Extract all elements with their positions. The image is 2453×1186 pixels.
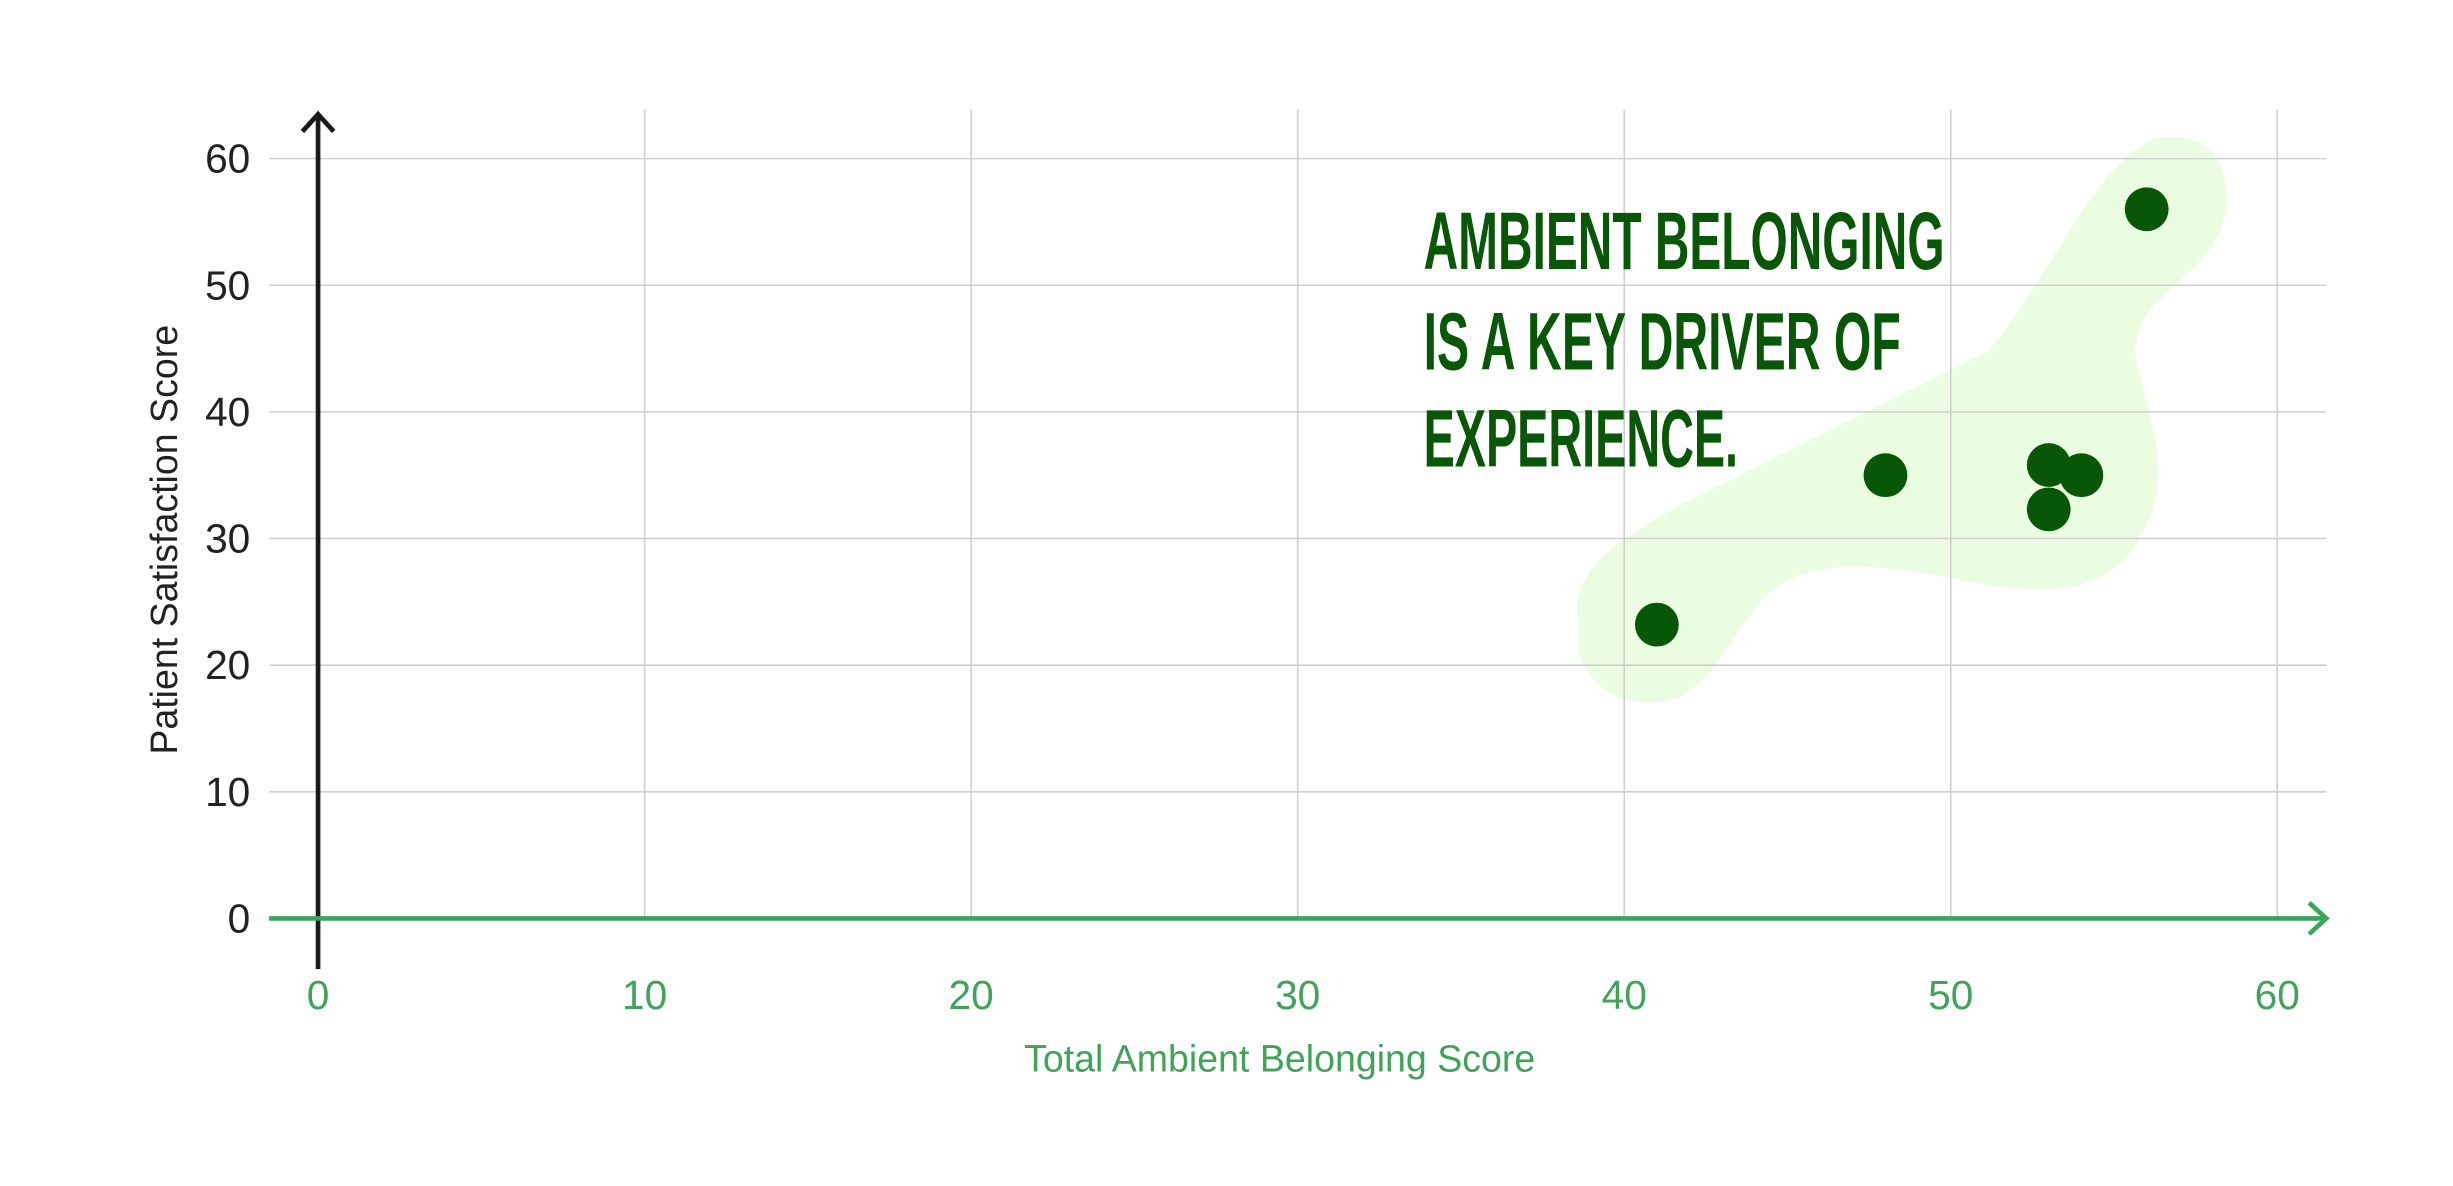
x-axis-title: Total Ambient Belonging Score — [1024, 1038, 1535, 1080]
x-tick-label: 40 — [1602, 972, 1647, 1018]
x-tick-label: 60 — [2255, 972, 2300, 1018]
x-tick-label: 50 — [1928, 972, 1973, 1018]
point — [1634, 602, 1679, 647]
y-tick-label: 50 — [205, 262, 250, 308]
y-tick-label: 40 — [205, 389, 250, 435]
x-tick-label: 20 — [949, 972, 994, 1018]
y-axis-title: Patient Satisfaction Score — [143, 325, 185, 755]
y-tick-label: 30 — [205, 516, 250, 562]
point — [2124, 187, 2169, 232]
annotation: EXPERIENCE. — [1424, 393, 1738, 484]
point — [2026, 487, 2071, 532]
point — [2059, 453, 2104, 498]
x-tick-label: 30 — [1275, 972, 1320, 1018]
point — [1863, 453, 1908, 498]
x-axis-arrow — [2307, 901, 2330, 936]
y-tick-label: 0 — [228, 896, 251, 942]
y-tick-label: 60 — [205, 136, 250, 182]
x-tick-label: 0 — [307, 972, 330, 1018]
annotation: AMBIENT BELONGING — [1424, 196, 1945, 287]
highlight-region — [1577, 136, 2228, 703]
y-tick-label: 10 — [205, 769, 250, 815]
annotation: IS A KEY DRIVER OF — [1424, 296, 1901, 387]
y-tick-label: 20 — [205, 642, 250, 688]
x-tick-label: 10 — [622, 972, 667, 1018]
y-axis-arrow — [300, 110, 336, 134]
